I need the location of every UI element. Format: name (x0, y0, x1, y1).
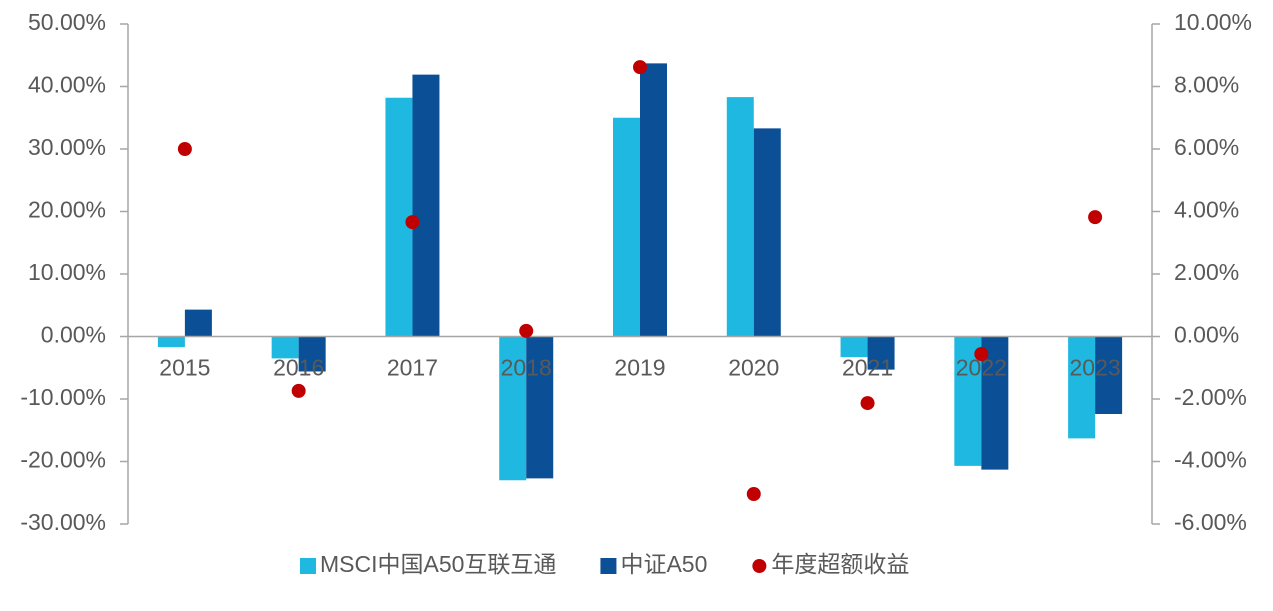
dot (291, 383, 306, 398)
y-tick-label: 20.00% (28, 197, 106, 223)
y2-tick-label: 4.00% (1174, 197, 1239, 223)
legend-marker (752, 559, 767, 573)
legend-label: 年度超额收益 (771, 551, 909, 577)
dot (519, 323, 534, 338)
y-tick-label: 10.00% (28, 259, 106, 285)
bar (157, 336, 185, 348)
y2-tick-label: -4.00% (1174, 447, 1247, 473)
bar (1068, 336, 1096, 439)
bar (412, 74, 440, 337)
legend-marker (300, 558, 316, 574)
x-tick-label: 2015 (159, 355, 210, 381)
x-tick-label: 2020 (728, 355, 779, 381)
dot (974, 347, 989, 361)
bar (613, 117, 640, 337)
bar (184, 309, 212, 337)
legend-label: 中证A50 (620, 551, 707, 577)
dot (1088, 210, 1103, 225)
y2-tick-label: 0.00% (1174, 322, 1239, 348)
y2-tick-label: -2.00% (1174, 384, 1247, 410)
bar (499, 336, 527, 481)
y-tick-label: -20.00% (20, 447, 106, 473)
y-tick-label: -10.00% (20, 384, 106, 410)
x-tick-label: 2018 (501, 355, 552, 381)
x-tick-label: 2023 (1070, 355, 1121, 381)
legend-marker (600, 558, 617, 574)
y-tick-label: 30.00% (28, 134, 106, 160)
x-tick-label: 2019 (614, 355, 665, 381)
y2-tick-label: 2.00% (1174, 259, 1239, 285)
y2-tick-label: 6.00% (1174, 134, 1239, 160)
bar (840, 336, 868, 358)
y-tick-label: 0.00% (41, 322, 106, 348)
dot (405, 215, 420, 230)
dot (633, 60, 647, 75)
x-tick-label: 2017 (387, 355, 438, 381)
y2-tick-label: -6.00% (1174, 509, 1247, 535)
bar (271, 336, 299, 359)
x-tick-label: 2021 (842, 355, 893, 381)
legend-label: MSCI中国A50互联互通 (320, 551, 556, 577)
bar (1095, 336, 1123, 414)
dot (177, 142, 192, 156)
x-tick-label: 2016 (273, 355, 324, 381)
y2-tick-label: 8.00% (1174, 72, 1239, 98)
bar (526, 336, 554, 479)
dot (860, 396, 875, 411)
bar (753, 128, 781, 337)
bar (867, 336, 895, 370)
y-tick-label: -30.00% (20, 509, 106, 535)
dot (746, 487, 761, 501)
y2-tick-label: 10.00% (1174, 9, 1252, 35)
y-tick-label: 50.00% (28, 9, 106, 35)
y-tick-label: 40.00% (28, 72, 106, 98)
bar (298, 336, 326, 372)
bar (640, 63, 667, 337)
bar (726, 97, 754, 337)
